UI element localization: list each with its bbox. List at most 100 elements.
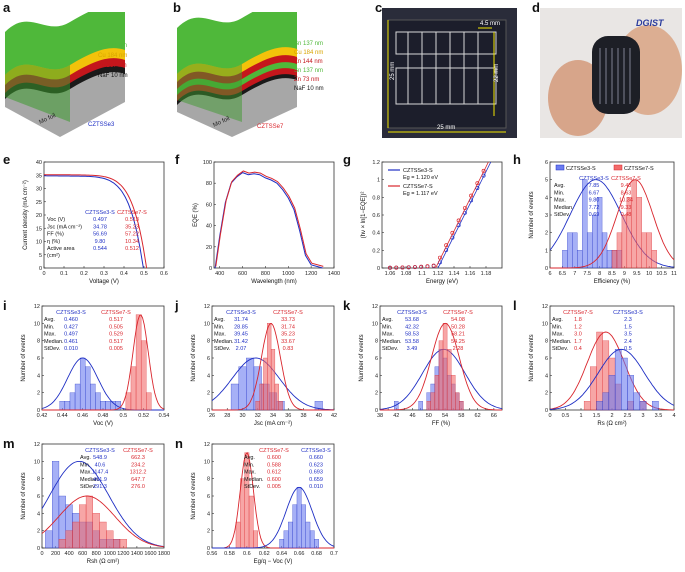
x-tick-label: 1800 bbox=[158, 551, 170, 557]
stats-cell: 0.529 bbox=[109, 332, 123, 338]
histogram-bar bbox=[296, 487, 302, 549]
y-tick-label: 8 bbox=[37, 477, 40, 483]
histogram-bar bbox=[309, 530, 315, 549]
x-axis-title: Voltage (V) bbox=[89, 279, 119, 285]
y-tick-label: 8 bbox=[207, 477, 210, 483]
stats-cell: 0.497 bbox=[93, 217, 107, 223]
histogram-bar bbox=[446, 349, 452, 411]
y-tick-label: 12 bbox=[34, 304, 40, 310]
stats-cell: 461.9 bbox=[93, 477, 107, 483]
histogram-bar bbox=[616, 232, 623, 269]
layer-b-1: Sn 137 nm bbox=[294, 41, 323, 47]
histogram-bar bbox=[65, 530, 73, 549]
stats-cell: 0.513 bbox=[125, 217, 139, 223]
histogram-bar bbox=[621, 214, 628, 269]
stats-cell: 39.45 bbox=[234, 332, 248, 338]
histogram-bar bbox=[130, 366, 137, 411]
panel-label-i: i bbox=[3, 298, 7, 313]
panel-label-j: j bbox=[175, 298, 179, 313]
histogram-bar bbox=[442, 323, 448, 411]
plot-frame bbox=[381, 161, 503, 269]
y-tick-label: 10 bbox=[34, 459, 40, 465]
histogram-bar bbox=[596, 401, 603, 411]
stats-cell: 0.544 bbox=[93, 246, 107, 252]
stats-header: CZTSSe7-S bbox=[611, 176, 641, 182]
stats-cell: 9.80 bbox=[95, 239, 106, 245]
y-tick-label: 12 bbox=[204, 304, 210, 310]
y-tick-label: 0.6 bbox=[372, 213, 380, 219]
flexible-device-photo-d: DGIST bbox=[540, 8, 682, 138]
stats-cell: 0.588 bbox=[267, 462, 281, 468]
stats-cell: 0.623 bbox=[309, 462, 323, 468]
histogram-bar bbox=[567, 232, 573, 269]
stats-cell: 1147.4 bbox=[92, 470, 108, 476]
stats-cell: 28.85 bbox=[234, 324, 248, 330]
stats-cell: 6.67 bbox=[589, 190, 600, 196]
y-tick-label: 1.2 bbox=[372, 160, 380, 166]
x-tick-label: 1.1 bbox=[418, 271, 426, 277]
histogram-bar bbox=[59, 401, 66, 411]
histogram-bar bbox=[267, 323, 272, 411]
x-tick-label: 600 bbox=[78, 551, 87, 557]
rsh-histogram: 0 200 400 600 800 1000 1200 1400 1600 1800 0 2 4 6 8 10… bbox=[21, 442, 170, 565]
stats-cell: Avg. bbox=[552, 317, 563, 323]
gaussian-fit bbox=[41, 495, 165, 548]
y-tick-label: 2 bbox=[545, 391, 548, 397]
panel-label-a: a bbox=[3, 0, 11, 15]
x-tick-label: 0.5 bbox=[562, 413, 570, 419]
stats-cell: 53.58 bbox=[405, 339, 419, 345]
stats-header: CZTSSe3-S bbox=[85, 210, 115, 216]
x-tick-label: 8 bbox=[598, 271, 601, 277]
stats-cell: 33.73 bbox=[281, 317, 295, 323]
y-axis-title: Number of events bbox=[191, 472, 197, 519]
stats-cell: Median. bbox=[80, 477, 100, 483]
panel-label-m: m bbox=[3, 436, 15, 451]
x-axis-title: Rs (Ω cm²) bbox=[597, 421, 626, 427]
histogram-bar bbox=[611, 250, 618, 269]
x-tick-label: 1.18 bbox=[481, 271, 492, 277]
stats-cell: 0.460 bbox=[64, 317, 78, 323]
y-tick-label: 0 bbox=[545, 266, 548, 272]
stats-cell: 0.69 bbox=[589, 212, 600, 218]
y-tick-label: 0 bbox=[39, 266, 42, 272]
x-axis-title: Rsh (Ω cm²) bbox=[87, 559, 119, 565]
histogram-bar bbox=[263, 357, 268, 411]
stats-cell: 1.7 bbox=[574, 339, 582, 345]
y-tick-label: 10 bbox=[204, 459, 210, 465]
histogram-bar bbox=[288, 521, 293, 549]
stats-cell: 0.660 bbox=[309, 455, 323, 461]
histogram-bar bbox=[641, 232, 647, 269]
y-tick-label: 0 bbox=[375, 408, 378, 414]
y-tick-label: 0 bbox=[207, 408, 210, 414]
legend-swatch bbox=[613, 164, 623, 171]
stats-cell: 33.67 bbox=[281, 339, 295, 345]
histogram-bar bbox=[418, 401, 423, 411]
gaussian-fit bbox=[549, 348, 675, 410]
stats-cell: 0.48 bbox=[621, 212, 632, 218]
x-tick-label: 200 bbox=[51, 551, 60, 557]
bandgap-label: Eg = 1.117 eV bbox=[403, 191, 438, 197]
stats-cell: Max. bbox=[382, 332, 394, 338]
stats-cell: Min. bbox=[552, 324, 563, 330]
rs-histogram: 0 0.5 1 1.5 2 2.5 3 3.5 4 0 2 4 6 8 10 12 Rs (Ω cm²) Numb… bbox=[529, 304, 676, 427]
layer-b-5: Zn 73 nm bbox=[294, 77, 319, 83]
stats-cell: 0.005 bbox=[109, 346, 123, 352]
x-tick-label: 2 bbox=[610, 413, 613, 419]
bandgap-label: Eg = 1.120 eV bbox=[403, 175, 438, 181]
histogram-bar bbox=[259, 383, 264, 411]
gaussian-fit bbox=[550, 179, 675, 269]
stats-cell: 9.33 bbox=[621, 205, 632, 211]
stats-cell: 53.68 bbox=[405, 317, 419, 323]
stats-cell: 0.5 bbox=[624, 346, 632, 352]
x-tick-label: 30 bbox=[239, 413, 245, 419]
y-tick-label: 6 bbox=[545, 356, 548, 362]
stats-cell: Min. bbox=[44, 324, 55, 330]
histogram-bar bbox=[631, 179, 637, 269]
histogram-bar bbox=[639, 401, 647, 411]
x-tick-label: 1.14 bbox=[449, 271, 460, 277]
linear-fit bbox=[437, 161, 492, 269]
histogram-bar bbox=[583, 401, 591, 411]
voc-deficit-histogram: 0.56 0.58 0.6 0.62 0.64 0.66 0.68 0.7 0 2 4 6 8 10 12 E… bbox=[191, 442, 338, 565]
efficiency-histogram: 6 6.5 7 7.5 8 8.5 9 9.5 10 10.5 11 0 1 2 3 4 5 6 Efficienc… bbox=[529, 160, 677, 285]
x-tick-label: 1400 bbox=[131, 551, 143, 557]
